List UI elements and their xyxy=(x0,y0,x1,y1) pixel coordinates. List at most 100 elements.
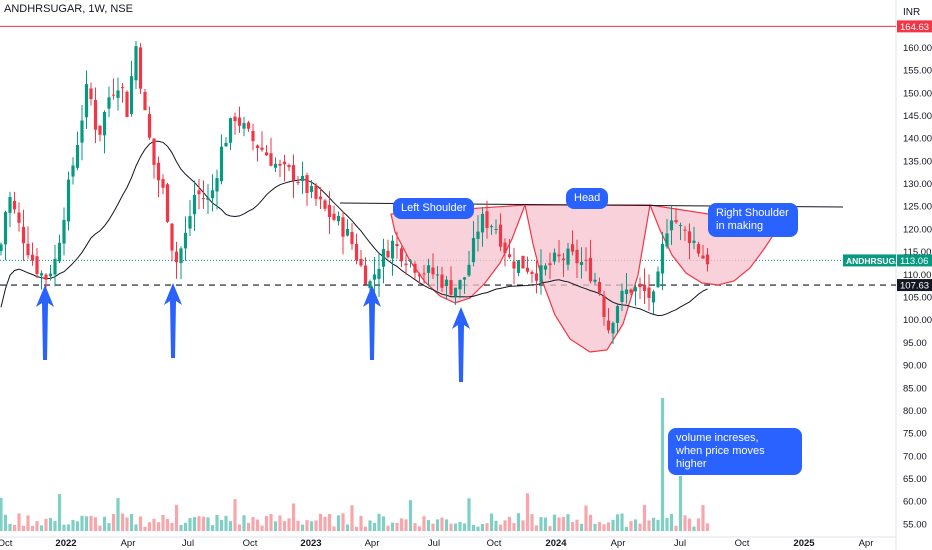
volume-bar xyxy=(3,514,8,531)
candle-body xyxy=(377,269,381,279)
candle-body xyxy=(188,216,192,229)
candle-body xyxy=(174,251,179,263)
candle-body xyxy=(642,284,647,291)
volume-bar xyxy=(579,523,584,531)
volume-bar xyxy=(179,525,183,531)
candle-body xyxy=(62,219,66,244)
up-arrow-icon xyxy=(36,285,54,360)
volume-bar xyxy=(426,520,431,531)
volume-bar xyxy=(251,517,255,531)
volume-bar xyxy=(111,513,116,531)
candle-body xyxy=(71,165,75,177)
volume-bar xyxy=(237,524,242,531)
volume-bar xyxy=(323,516,327,531)
volume-bar xyxy=(705,523,710,531)
candle-body xyxy=(408,260,413,262)
candle-body xyxy=(21,226,26,244)
y-tick-label: 110.00 xyxy=(903,270,931,281)
candle-body xyxy=(552,252,557,262)
price-tag-value-bg xyxy=(897,254,932,267)
candle-body xyxy=(674,220,678,223)
volume-bar xyxy=(134,524,138,531)
candle-body xyxy=(296,181,300,183)
x-tick-label: Jul xyxy=(428,538,440,549)
up-arrow-icon xyxy=(452,307,470,382)
candle-body xyxy=(116,90,120,98)
volume-bar xyxy=(80,515,84,531)
candle-body xyxy=(557,254,561,257)
candle-body xyxy=(633,287,638,292)
candle-body xyxy=(98,125,102,135)
x-tick-label: Apr xyxy=(121,538,136,549)
x-tick-label: 2025 xyxy=(793,538,815,549)
volume-bar xyxy=(674,525,678,531)
candle-body xyxy=(219,146,224,182)
volume-bar xyxy=(197,516,201,531)
right-shoulder-note[interactable]: Right Shoulder in making xyxy=(708,203,798,237)
x-tick-label: 2022 xyxy=(55,538,76,549)
volume-bar xyxy=(431,523,435,531)
volume-bar xyxy=(440,517,444,531)
candle-body xyxy=(323,200,327,209)
candle-body xyxy=(255,145,260,149)
candle-body xyxy=(242,123,246,129)
x-tick-label: 2024 xyxy=(545,538,567,549)
candle-body xyxy=(161,179,165,188)
volume-bar xyxy=(291,503,296,531)
volume-bar xyxy=(467,498,471,531)
volume-bar xyxy=(300,524,305,531)
volume-bar xyxy=(273,521,278,531)
head-shape xyxy=(524,204,651,353)
volume-bar xyxy=(633,519,638,531)
volume-bar xyxy=(48,518,53,531)
volume-bar xyxy=(390,522,395,531)
volume-bar xyxy=(368,520,372,531)
volume-bar xyxy=(228,521,233,531)
candle-body xyxy=(305,175,309,194)
y-tick-label: 85.00 xyxy=(903,383,927,394)
candle-body xyxy=(566,248,570,265)
volume-bar xyxy=(575,519,579,531)
candle-body xyxy=(228,118,233,143)
candle-body xyxy=(669,220,674,231)
volume-note[interactable]: volume increses, when price moves higher xyxy=(668,428,802,475)
candle-body xyxy=(359,258,363,266)
volume-bar xyxy=(296,520,300,531)
candle-body xyxy=(84,84,89,118)
y-tick-label: 140.00 xyxy=(903,134,932,145)
candle-body xyxy=(588,257,593,282)
candle-body xyxy=(602,295,606,317)
volume-bar xyxy=(152,518,156,531)
head-note[interactable]: Head xyxy=(566,188,609,209)
volume-bar xyxy=(183,522,188,531)
candle-body xyxy=(503,242,507,254)
candle-body xyxy=(696,244,701,254)
volume-bar xyxy=(615,514,620,531)
volume-bar xyxy=(602,524,606,531)
candle-body xyxy=(440,274,444,288)
volume-bar xyxy=(192,517,197,531)
candle-body xyxy=(534,273,539,281)
candle-body xyxy=(300,175,305,182)
volume-bar xyxy=(476,526,480,531)
candle-body xyxy=(656,271,660,288)
candle-body xyxy=(611,322,615,334)
volume-bar xyxy=(683,515,687,531)
candle-body xyxy=(8,197,12,213)
volume-bar xyxy=(395,522,399,531)
left-shoulder-note[interactable]: Left Shoulder xyxy=(393,198,475,219)
candle-body xyxy=(165,184,170,222)
candle-body xyxy=(156,162,161,181)
volume-bar xyxy=(44,518,48,531)
candle-body xyxy=(278,163,282,166)
volume-bar xyxy=(422,516,426,531)
candle-body xyxy=(39,273,44,276)
y-tick-label: 145.00 xyxy=(903,111,932,122)
volume-bar xyxy=(341,513,345,531)
candle-body xyxy=(291,165,296,181)
volume-bar xyxy=(156,522,161,531)
volume-bar xyxy=(498,524,503,531)
candle-body xyxy=(44,274,48,280)
volume-bar xyxy=(264,516,269,531)
